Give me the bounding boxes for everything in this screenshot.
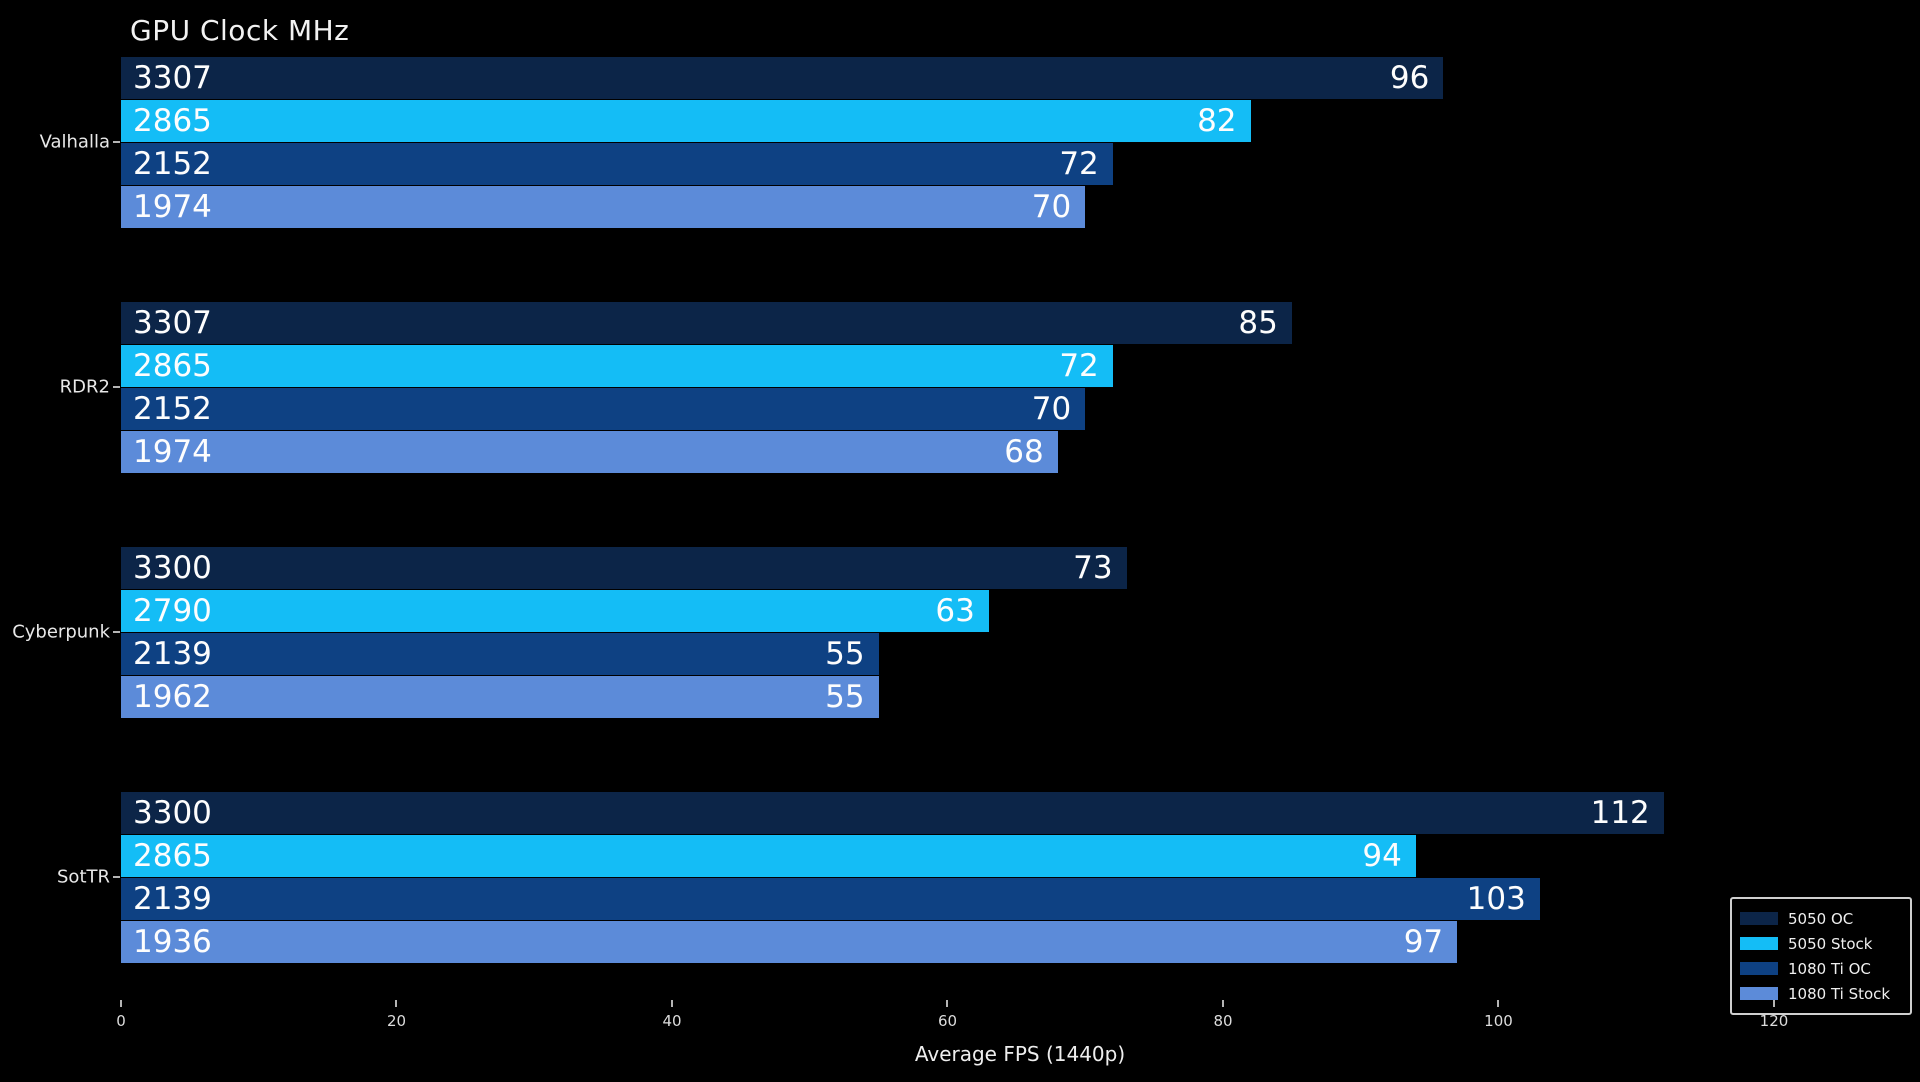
x-axis-tick-label: 40 — [662, 1012, 682, 1030]
x-axis-tick — [1772, 1000, 1775, 1007]
x-axis-tick-label: 0 — [116, 1012, 126, 1030]
bar-clock-label: 2152 — [133, 146, 212, 182]
bar-value-label: 97 — [1403, 924, 1444, 960]
bar-value-label: 72 — [1059, 348, 1099, 384]
legend-swatch — [1740, 912, 1778, 925]
bar-value-label: 103 — [1466, 881, 1526, 917]
x-axis-tick — [946, 1000, 949, 1007]
bar-value-label: 72 — [1059, 146, 1099, 182]
bar: 1962 55 — [121, 676, 879, 718]
bar-value-label: 112 — [1590, 795, 1650, 831]
bar: 2139 103 — [121, 878, 1540, 920]
x-axis-tick-label: 120 — [1759, 1012, 1789, 1030]
category-label: Cyberpunk — [12, 621, 110, 643]
legend-label: 1080 Ti Stock — [1788, 984, 1891, 1003]
legend: 5050 OC 5050 Stock 1080 Ti OC 1080 Ti Stock — [1730, 897, 1912, 1015]
bar-clock-label: 2139 — [133, 636, 212, 672]
bar-clock-label: 2152 — [133, 391, 212, 427]
x-axis-tick-label: 20 — [386, 1012, 407, 1030]
bar-clock-label: 2865 — [133, 348, 212, 384]
legend-swatch — [1740, 962, 1778, 975]
bar-clock-label: 2865 — [133, 103, 212, 139]
bar-clock-label: 1936 — [133, 924, 212, 960]
bar: 2139 55 — [121, 633, 879, 675]
x-axis-tick — [1221, 1000, 1224, 1007]
bar: 3307 85 — [121, 302, 1292, 344]
bar-clock-label: 1974 — [133, 434, 212, 470]
bar-clock-label: 1974 — [133, 189, 212, 225]
category-label: SotTR — [57, 866, 110, 888]
legend-label: 1080 Ti OC — [1788, 959, 1871, 978]
bar: 2865 82 — [121, 100, 1251, 142]
bar-clock-label: 3307 — [133, 60, 212, 96]
bar-clock-label: 2865 — [133, 838, 212, 874]
bar: 3300 112 — [121, 792, 1664, 834]
bar: 1974 70 — [121, 186, 1086, 228]
y-axis-tick — [113, 876, 120, 878]
x-axis-title: Average FPS (1440p) — [914, 1042, 1126, 1066]
bar-value-label: 70 — [1031, 189, 1072, 225]
bar-value-label: 68 — [1004, 434, 1044, 470]
bar-value-label: 63 — [935, 593, 975, 629]
bar: 1974 68 — [121, 431, 1058, 473]
legend-swatch — [1740, 987, 1778, 1000]
y-axis-tick — [113, 141, 120, 143]
bar: 2152 72 — [121, 143, 1113, 185]
bar: 2152 70 — [121, 388, 1086, 430]
bar: 3307 96 — [121, 57, 1444, 99]
x-axis-tick — [120, 1000, 122, 1007]
bar-clock-label: 3300 — [133, 550, 212, 586]
legend-label: 5050 Stock — [1788, 934, 1873, 953]
x-axis-tick-label: 100 — [1484, 1012, 1513, 1030]
x-axis-tick — [1497, 1000, 1500, 1007]
legend-entry: 5050 Stock — [1740, 931, 1902, 956]
y-axis-tick — [113, 631, 120, 633]
bar: 2865 72 — [121, 345, 1113, 387]
bar-value-label: 94 — [1362, 838, 1402, 874]
legend-swatch — [1740, 937, 1778, 950]
legend-entry: 5050 OC — [1740, 906, 1902, 931]
chart-title: GPU Clock MHz — [130, 14, 350, 47]
legend-label: 5050 OC — [1788, 909, 1854, 928]
bar-clock-label: 3300 — [133, 795, 212, 831]
bar-value-label: 55 — [825, 636, 865, 672]
y-axis-tick — [113, 386, 120, 388]
x-axis-tick — [395, 1000, 398, 1007]
bar-clock-label: 3307 — [133, 305, 212, 341]
bar: 2790 63 — [121, 590, 989, 632]
bar-value-label: 85 — [1238, 305, 1278, 341]
x-axis-tick-label: 60 — [937, 1012, 958, 1030]
x-axis-tick-label: 80 — [1213, 1012, 1233, 1030]
bar-clock-label: 2790 — [133, 593, 212, 629]
bar: 1936 97 — [121, 921, 1458, 963]
legend-entry: 1080 Ti Stock — [1740, 981, 1902, 1006]
bar-clock-label: 1962 — [133, 679, 212, 715]
category-label: Valhalla — [39, 131, 110, 153]
bar-clock-label: 2139 — [133, 881, 212, 917]
bar-value-label: 70 — [1031, 391, 1072, 427]
bar-value-label: 82 — [1197, 103, 1237, 139]
bar-value-label: 55 — [825, 679, 865, 715]
bar-value-label: 96 — [1389, 60, 1430, 96]
legend-entry: 1080 Ti OC — [1740, 956, 1902, 981]
bar: 3300 73 — [121, 547, 1127, 589]
bar-value-label: 73 — [1073, 550, 1113, 586]
x-axis-tick — [670, 1000, 673, 1007]
bar: 2865 94 — [121, 835, 1416, 877]
category-label: RDR2 — [59, 376, 110, 398]
